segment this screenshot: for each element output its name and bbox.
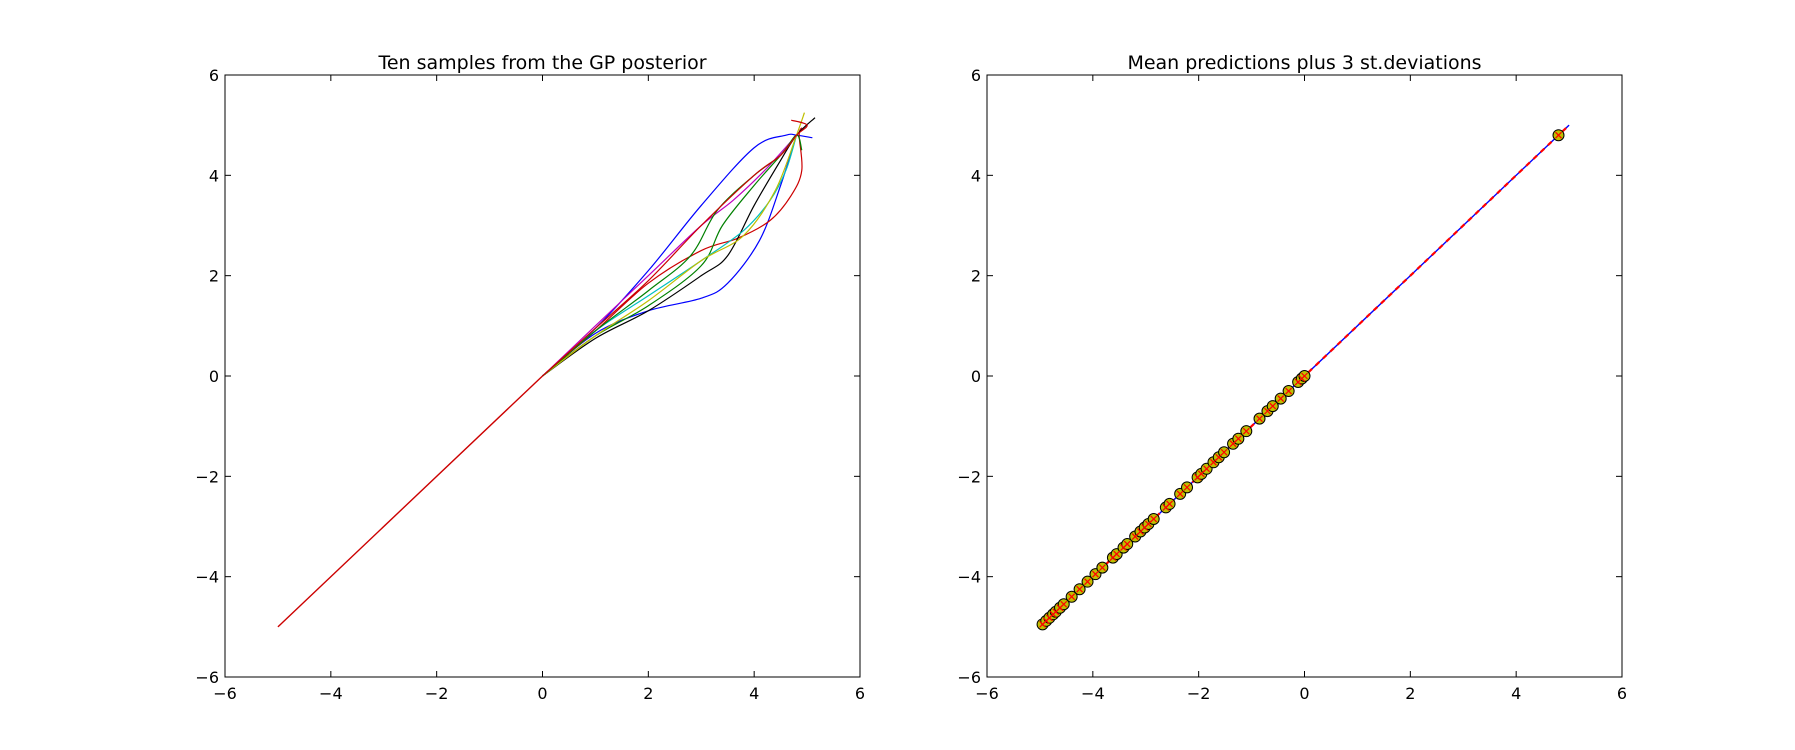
x-tick-label: 4 [1511,684,1521,703]
y-tick-label: 6 [209,66,219,85]
prediction-marker [1183,483,1191,491]
y-tick-label: 4 [971,166,981,185]
prediction-marker [1277,395,1285,402]
y-tick-label: 0 [971,367,981,386]
x-tick-label: −6 [975,684,999,703]
x-tick-label: 2 [643,684,653,703]
prediction-marker [1098,564,1106,572]
prediction-marker [1150,515,1158,523]
x-tick-label: −2 [1187,684,1211,703]
sample-line-2 [542,135,798,377]
prediction-marker [1084,578,1091,586]
prediction-marker [1123,540,1131,548]
x-tick-label: −6 [213,684,237,703]
sample-line-10 [542,119,808,377]
y-tick-label: 0 [209,367,219,386]
x-tick-label: 0 [1299,684,1309,703]
x-tick-label: −4 [1081,684,1105,703]
y-tick-label: 2 [209,267,219,286]
posterior-segment [277,375,543,628]
y-tick-label: 6 [971,66,981,85]
x-tick-label: −2 [425,684,449,703]
y-tick-label: −6 [957,668,981,687]
prediction-marker [1555,131,1562,139]
prediction-marker [1215,453,1223,461]
prediction-marker [1131,533,1139,540]
x-tick-label: 0 [537,684,547,703]
x-tick-label: 6 [855,684,865,703]
prediction-marker [1264,407,1271,415]
prediction-marker [1144,520,1152,528]
prediction-marker [1060,600,1068,608]
x-tick-label: 4 [749,684,759,703]
sample-line-7 [542,112,806,377]
subplot-mean-predictions: −6 −4 −2 0 2 4 6 −6 −4 −2 0 2 4 6 Mean predictions plu… [957,52,1627,703]
prediction-marker [1234,435,1242,443]
plot-area [277,112,816,628]
prediction-marker [1242,427,1250,435]
prediction-marker [1092,570,1099,578]
prediction-marker [1176,490,1184,498]
prediction-marker [1203,465,1211,473]
prediction-marker [1301,372,1308,380]
chart-title: Ten samples from the GP posterior [377,52,706,74]
y-tick-label: 4 [209,166,219,185]
prediction-marker [1076,585,1084,593]
prediction-marker [1068,593,1076,601]
sample-line-3 [542,127,803,377]
y-tick-label: −4 [195,568,219,587]
y-tick-label: −2 [195,467,219,486]
prediction-marker [1285,387,1293,395]
y-tick-label: −4 [957,568,981,587]
prediction-marker [1220,448,1228,456]
y-tick-label: 2 [971,267,981,286]
prediction-marker [1210,458,1217,466]
prediction-marker [1269,402,1277,410]
x-tick-label: −4 [319,684,343,703]
subplot-gp-samples: −6 −4 −2 0 2 4 6 −6 −4 −2 0 2 4 6 Ten samples from the… [195,52,865,703]
prediction-marker [1197,470,1205,478]
y-tick-label: −6 [195,668,219,687]
chart-title: Mean predictions plus 3 st.deviations [1127,52,1481,74]
y-tick-label: −2 [957,467,981,486]
prediction-marker [1166,500,1173,508]
prediction-marker [1113,550,1121,558]
x-tick-label: 2 [1405,684,1415,703]
prediction-marker [1256,415,1263,423]
plot-area [1036,124,1570,631]
x-tick-label: 6 [1617,684,1627,703]
prediction-marker [1229,440,1237,448]
